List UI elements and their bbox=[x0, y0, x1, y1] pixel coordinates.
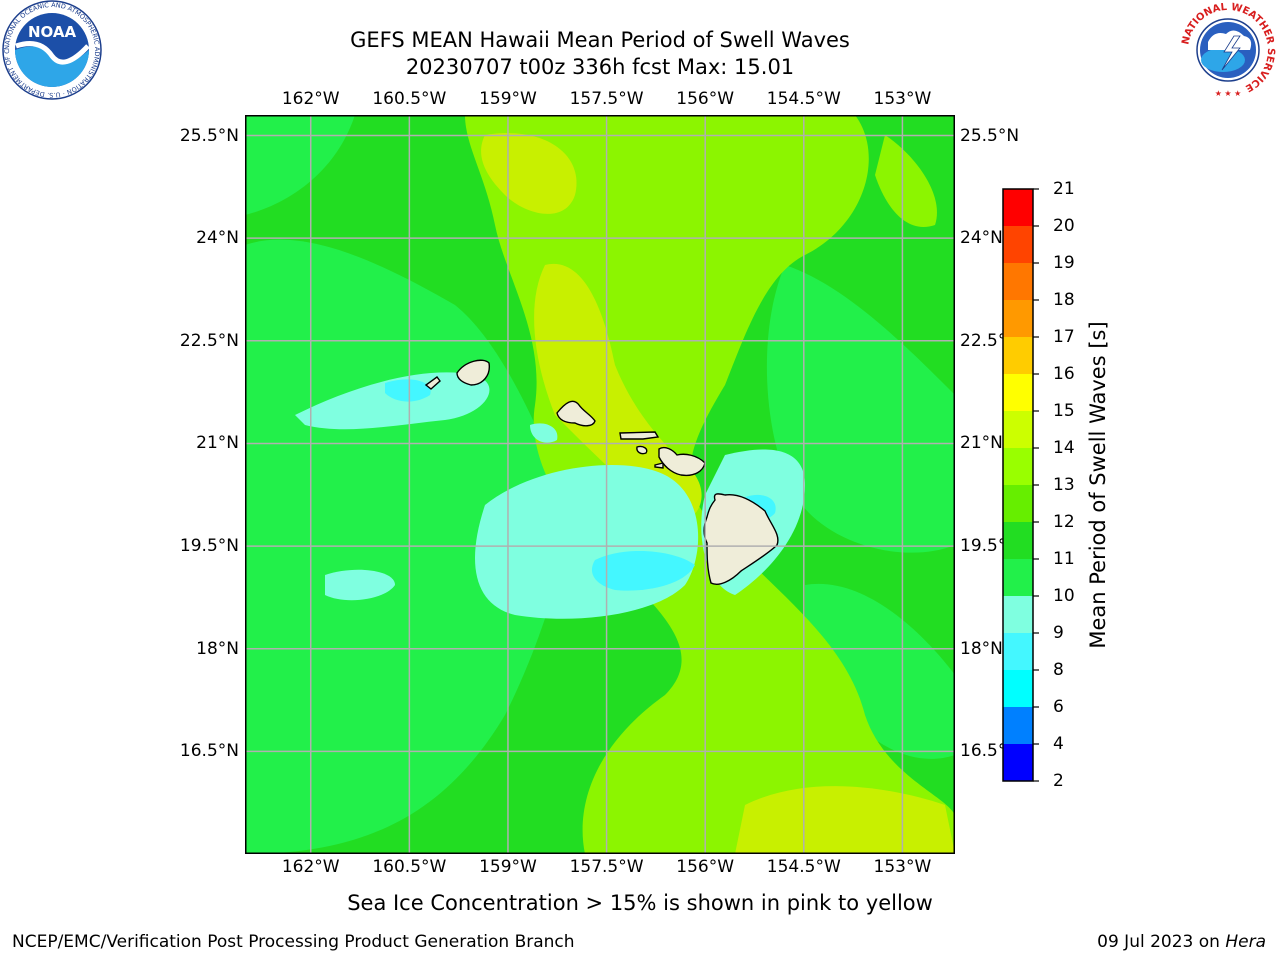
colorbar-segment bbox=[1003, 189, 1033, 226]
colorbar-tick-label: 19 bbox=[1053, 253, 1075, 273]
swell-period-map bbox=[245, 115, 955, 854]
lat-label-left: 19.5°N bbox=[179, 536, 239, 557]
svg-text:★ ★ ★: ★ ★ ★ bbox=[1215, 89, 1242, 98]
map-frame bbox=[245, 115, 955, 854]
lat-label-right: 21°N bbox=[960, 433, 1003, 454]
contour-aquamarine-small bbox=[530, 423, 558, 443]
colorbar-tick-label: 8 bbox=[1053, 660, 1064, 680]
colorbar-tick-label: 2 bbox=[1053, 771, 1064, 791]
lon-label-top: 153°W bbox=[873, 89, 932, 109]
lat-label-right: 18°N bbox=[960, 638, 1003, 659]
colorbar-segment bbox=[1003, 559, 1033, 596]
colorbar-segment bbox=[1003, 300, 1033, 337]
colorbar-segment bbox=[1003, 411, 1033, 448]
contour-mid-green-east bbox=[766, 265, 955, 553]
lat-label-left: 24°N bbox=[196, 228, 239, 249]
lon-label-top: 157.5°W bbox=[569, 89, 644, 109]
lat-label-left: 25.5°N bbox=[179, 125, 239, 146]
island-niihau bbox=[424, 376, 441, 390]
lon-label-bottom: 162°W bbox=[281, 857, 340, 877]
footer-date-text: 09 Jul 2023 on bbox=[1097, 932, 1226, 952]
island-oahu bbox=[556, 400, 596, 427]
colorbar-tick-label: 17 bbox=[1053, 327, 1075, 347]
contour-yellow-green-north bbox=[481, 133, 577, 214]
lon-label-top: 156°W bbox=[676, 89, 735, 109]
colorbar-segment bbox=[1003, 226, 1033, 263]
lat-label-right: 24°N bbox=[960, 228, 1003, 249]
colorbar-tick-label: 12 bbox=[1053, 512, 1075, 532]
lon-label-top: 154.5°W bbox=[766, 89, 841, 109]
colorbar-tick-label: 21 bbox=[1053, 179, 1075, 199]
colorbar-segment bbox=[1003, 522, 1033, 559]
colorbar-segment bbox=[1003, 337, 1033, 374]
colorbar-tick-label: 11 bbox=[1053, 549, 1075, 569]
lon-label-bottom: 157.5°W bbox=[569, 857, 644, 877]
colorbar-tick-label: 10 bbox=[1053, 586, 1075, 606]
colorbar-tick-label: 13 bbox=[1053, 475, 1075, 495]
colorbar-title: Mean Period of Swell Waves [s] bbox=[1086, 321, 1110, 649]
colorbar-tick-label: 4 bbox=[1053, 734, 1064, 754]
lat-label-left: 18°N bbox=[196, 638, 239, 659]
colorbar-segment bbox=[1003, 744, 1033, 781]
contour-cyan-kauai bbox=[385, 379, 431, 402]
contour-yellow-green-south bbox=[735, 786, 955, 854]
colorbar-tick-label: 20 bbox=[1053, 216, 1075, 236]
lon-label-bottom: 156°W bbox=[676, 857, 735, 877]
lon-label-top: 159°W bbox=[479, 89, 537, 109]
colorbar-segment bbox=[1003, 374, 1033, 411]
footer-machine: Hera bbox=[1225, 932, 1266, 952]
colorbar-segment bbox=[1003, 263, 1033, 300]
nws-logo: NATIONAL WEATHER SERVICE ★ ★ ★ bbox=[1180, 2, 1276, 98]
colorbar-segment bbox=[1003, 633, 1033, 670]
colorbar-tick-label: 15 bbox=[1053, 401, 1075, 421]
island-molokai bbox=[619, 431, 660, 440]
colorbar-tick-label: 6 bbox=[1053, 697, 1064, 717]
island-lanai bbox=[636, 445, 648, 455]
contour-light-green-north bbox=[875, 135, 937, 227]
colorbar-segment bbox=[1003, 448, 1033, 485]
lat-label-left: 16.5°N bbox=[179, 741, 239, 762]
lon-label-top: 160.5°W bbox=[372, 89, 447, 109]
footer-date: 09 Jul 2023 on Hera bbox=[1097, 932, 1266, 952]
colorbar bbox=[1002, 188, 1039, 782]
gridlines bbox=[245, 115, 955, 854]
chart-title: GEFS MEAN Hawaii Mean Period of Swell Wa… bbox=[350, 28, 850, 52]
colorbar-segment bbox=[1003, 707, 1033, 744]
lon-label-bottom: 154.5°W bbox=[766, 857, 841, 877]
lon-label-bottom: 153°W bbox=[873, 857, 932, 877]
island-kauai bbox=[456, 359, 490, 386]
contour-aquamarine-west bbox=[325, 569, 395, 601]
colorbar-segment bbox=[1003, 670, 1033, 707]
colorbar-tick-label: 14 bbox=[1053, 438, 1075, 458]
contour-cyan-central bbox=[591, 550, 695, 591]
island-kahoolawe bbox=[654, 462, 664, 469]
sea-ice-note: Sea Ice Concentration > 15% is shown in … bbox=[347, 891, 933, 915]
contour-mid-green-southeast bbox=[805, 583, 955, 759]
lon-label-top: 162°W bbox=[281, 89, 340, 109]
colorbar-tick-label: 9 bbox=[1053, 623, 1064, 643]
colorbar-tick-label: 16 bbox=[1053, 364, 1075, 384]
colorbar-tick-label: 18 bbox=[1053, 290, 1075, 310]
contour-aquamarine-kauai-plume bbox=[295, 372, 490, 430]
noaa-logo: NATIONAL OCEANIC AND ATMOSPHERIC ADMINIS… bbox=[2, 0, 102, 100]
lat-label-left: 22.5°N bbox=[179, 330, 239, 351]
lat-label-left: 21°N bbox=[196, 433, 239, 454]
noaa-logo-text: NOAA bbox=[28, 23, 77, 41]
footer-branch: NCEP/EMC/Verification Post Processing Pr… bbox=[12, 932, 575, 952]
colorbar-segment bbox=[1003, 596, 1033, 633]
lat-label-right: 25.5°N bbox=[960, 125, 1020, 146]
lon-label-bottom: 160.5°W bbox=[372, 857, 447, 877]
lon-label-bottom: 159°W bbox=[479, 857, 537, 877]
contour-mid-green-northwest bbox=[245, 115, 355, 215]
chart-subtitle: 20230707 t00z 336h fcst Max: 15.01 bbox=[405, 55, 795, 79]
islands bbox=[424, 359, 779, 585]
colorbar-segment bbox=[1003, 485, 1033, 522]
